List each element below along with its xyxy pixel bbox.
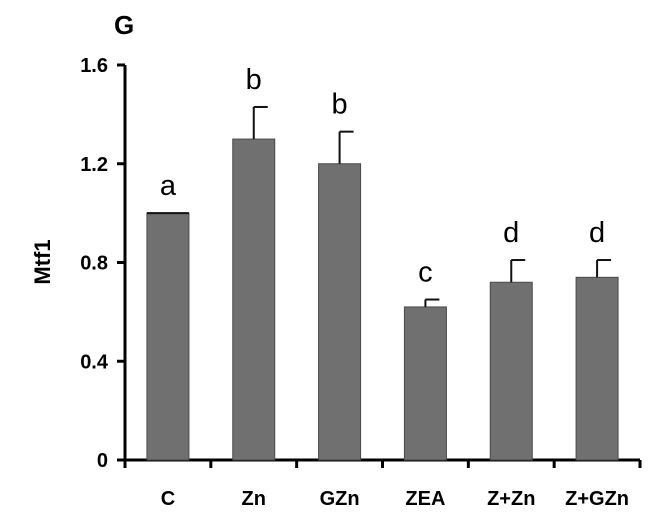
x-tick-label: Z+GZn [565,488,629,510]
bar [318,163,362,461]
significance-label: d [503,217,519,249]
bar [232,138,276,461]
x-tick-label: ZEA [405,488,445,510]
x-tick-label: Zn [242,488,266,510]
x-tick-label: Z+Zn [487,488,535,510]
y-tick-label: 0.4 [80,351,109,373]
labels: 0 0.4 0.8 1.2 1.6 a Cb Zn b GZn c ZEA d Z+Zn d Z+GZn [80,55,629,510]
bar [489,281,533,461]
y-axis-title: Mtf1 [30,239,55,284]
significance-label: b [246,64,262,96]
significance-label: b [332,89,348,121]
bar [146,212,190,461]
panel-label: G [114,10,134,40]
significance-label: c [418,257,433,289]
y-tick-label: 0 [97,450,108,472]
x-tick-label: GZn [320,488,360,510]
bars [146,105,619,461]
x-tick-label: C [161,488,175,510]
bar [575,276,619,461]
bar [403,306,447,461]
significance-label: a [160,170,177,202]
y-tick-label: 1.2 [80,154,108,176]
axes [117,63,642,468]
significance-label: d [589,217,605,249]
y-tick-label: 1.6 [80,55,108,77]
y-tick-label: 0.8 [80,253,108,275]
